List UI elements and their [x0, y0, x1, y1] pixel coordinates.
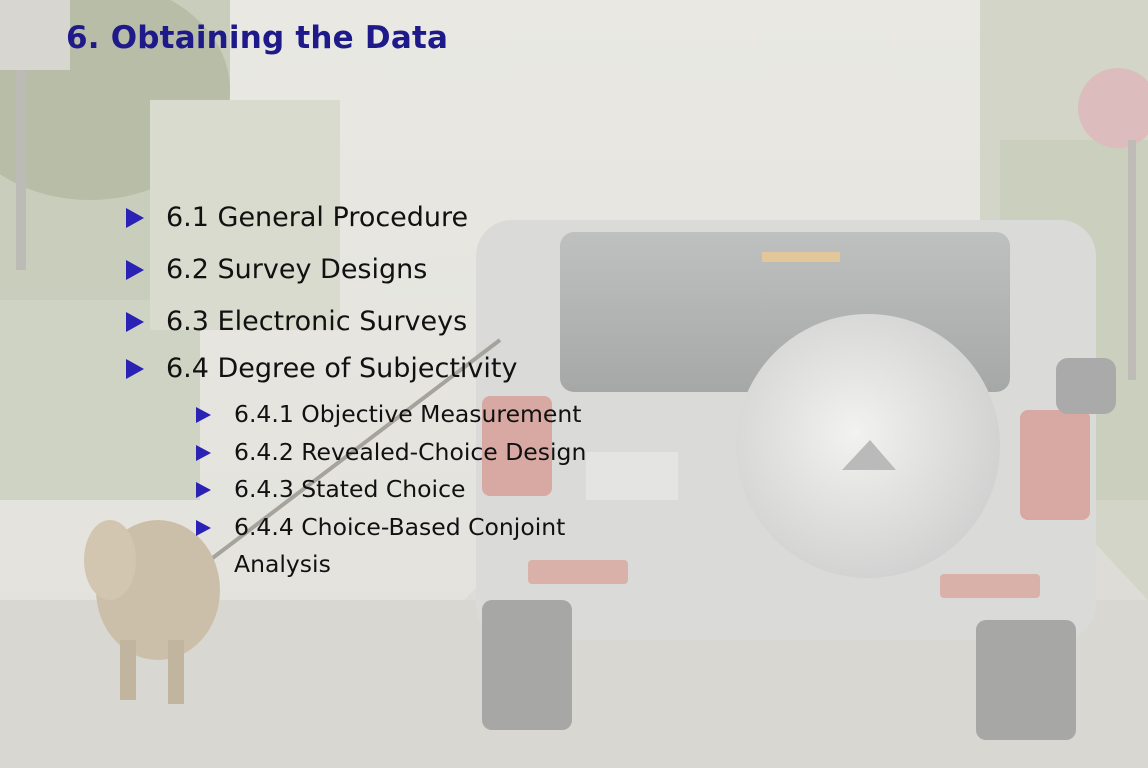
toc-subsection-label: 6.4.1 Objective Measurement: [234, 400, 582, 428]
toc-subsection-item[interactable]: 6.4.2 Revealed-Choice Design: [196, 434, 626, 471]
toc-section-label: 6.2 Survey Designs: [166, 254, 428, 285]
slide-title: 6. Obtaining the Data: [66, 20, 449, 56]
toc-section-label: 6.4 Degree of Subjectivity: [166, 353, 518, 384]
toc-subsection-item[interactable]: 6.4.4 Choice-Based Conjoint Analysis: [196, 509, 626, 583]
toc-subsection-item[interactable]: 6.4.1 Objective Measurement: [196, 396, 626, 433]
toc-section-item[interactable]: 6.4 Degree of Subjectivity: [126, 352, 517, 386]
toc-section-item[interactable]: 6.2 Survey Designs: [126, 253, 427, 287]
toc-section-item[interactable]: 6.1 General Procedure: [126, 201, 468, 235]
toc-subsection-label: 6.4.3 Stated Choice: [234, 475, 466, 503]
toc-section-item[interactable]: 6.3 Electronic Surveys: [126, 305, 467, 339]
toc-section-label: 6.3 Electronic Surveys: [166, 306, 468, 337]
triangle-bullet-icon: [196, 520, 211, 536]
triangle-bullet-icon: [126, 208, 144, 228]
triangle-bullet-icon: [196, 445, 211, 461]
triangle-bullet-icon: [126, 260, 144, 280]
toc-subsection-label: 6.4.4 Choice-Based Conjoint Analysis: [234, 513, 566, 578]
triangle-bullet-icon: [126, 359, 144, 379]
toc-subsection-label: 6.4.2 Revealed-Choice Design: [234, 438, 587, 466]
triangle-bullet-icon: [126, 312, 144, 332]
toc-subsection-item[interactable]: 6.4.3 Stated Choice: [196, 471, 626, 508]
triangle-bullet-icon: [196, 482, 211, 498]
toc-section-label: 6.1 General Procedure: [166, 202, 469, 233]
triangle-bullet-icon: [196, 407, 211, 423]
